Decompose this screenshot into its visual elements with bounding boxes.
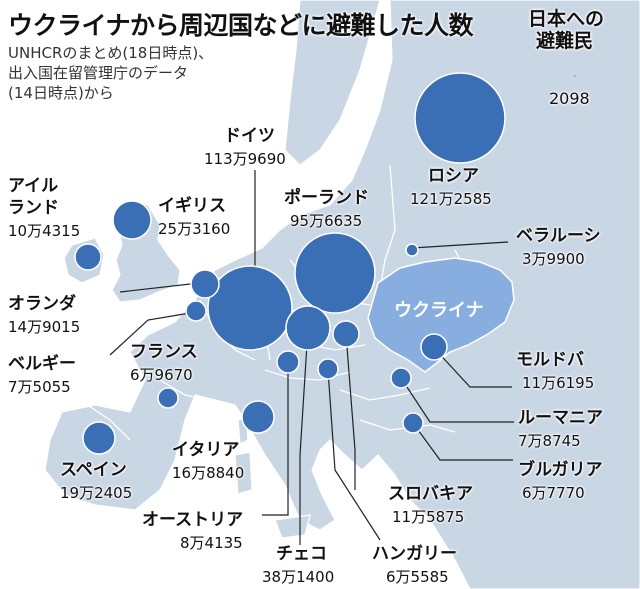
leader-czech bbox=[299, 327, 309, 545]
bubble-ireland bbox=[74, 243, 102, 271]
label-france-value: 6万9670 bbox=[130, 366, 193, 384]
leader-moldova bbox=[433, 347, 512, 388]
label-czech-value: 38万1400 bbox=[262, 568, 335, 586]
subtitle-line-2: 出入国在留管理庁のデータ bbox=[8, 64, 189, 82]
label-belgium-value: 7万5055 bbox=[8, 378, 71, 396]
label-romania-value: 7万8745 bbox=[518, 432, 581, 450]
label-russia-name: ロシア bbox=[428, 166, 479, 186]
ukraine-label: ウクライナ bbox=[394, 300, 484, 321]
label-russia-value: 121万2585 bbox=[410, 190, 492, 208]
bubble-romania bbox=[390, 367, 412, 389]
bubble-uk bbox=[112, 200, 152, 240]
scandinavia bbox=[284, 0, 381, 166]
label-czech-name: チェコ bbox=[276, 544, 327, 564]
label-bulgaria-value: 6万7770 bbox=[522, 484, 585, 502]
label-italy-name: イタリア bbox=[172, 440, 240, 460]
label-belgium-name: ベルギー bbox=[8, 354, 76, 374]
leader-belgium bbox=[109, 311, 197, 356]
label-germany-value: 113万9690 bbox=[204, 150, 286, 168]
bubble-hungary bbox=[317, 358, 339, 380]
label-ireland-name-1: アイル bbox=[8, 176, 59, 196]
leader-hungary bbox=[327, 369, 381, 541]
label-belarus-name: ベラルーシ bbox=[516, 226, 601, 246]
subtitle-line-3: (14日時点)から bbox=[8, 84, 114, 102]
leader-austria bbox=[262, 362, 289, 516]
label-italy-value: 16万8840 bbox=[172, 464, 245, 482]
japan-title-line-1: 日本への bbox=[528, 8, 605, 30]
label-belarus-value: 3万9900 bbox=[522, 250, 585, 268]
label-ireland-value: 10万4315 bbox=[8, 222, 81, 240]
label-germany-name: ドイツ bbox=[224, 126, 275, 146]
bubble-netherlands bbox=[190, 269, 220, 299]
label-spain-value: 19万2405 bbox=[60, 484, 133, 502]
japan-title-line-2: 避難民 bbox=[536, 30, 594, 52]
label-netherlands-name: オランダ bbox=[8, 294, 76, 314]
bubble-italy bbox=[241, 400, 275, 434]
label-slovakia-name: スロバキア bbox=[388, 484, 473, 504]
bubble-belgium bbox=[185, 300, 207, 322]
label-bulgaria-name: ブルガリア bbox=[518, 460, 603, 480]
label-romania-name: ルーマニア bbox=[518, 408, 603, 428]
bubble-slovakia bbox=[332, 320, 360, 348]
label-ireland-name-2: ランド bbox=[8, 198, 59, 218]
label-poland-name: ポーランド bbox=[284, 188, 369, 208]
japan-value: 2098 bbox=[549, 89, 590, 108]
label-austria-value: 8万4135 bbox=[180, 534, 243, 552]
label-moldova-value: 11万6195 bbox=[522, 374, 595, 392]
label-slovakia-value: 11万5875 bbox=[392, 508, 465, 526]
bubbles bbox=[74, 72, 506, 455]
bubble-belarus bbox=[405, 243, 419, 257]
label-spain-name: スペイン bbox=[60, 460, 127, 480]
bubble-austria bbox=[276, 350, 300, 374]
label-poland-value: 95万6635 bbox=[290, 212, 363, 230]
leader-romania bbox=[400, 377, 514, 423]
label-netherlands-value: 14万9015 bbox=[8, 318, 81, 336]
bubble-czech bbox=[285, 305, 331, 351]
label-uk-name: イギリス bbox=[158, 196, 226, 216]
label-austria-name: オーストリア bbox=[142, 510, 244, 530]
label-hungary-name: ハンガリー bbox=[372, 544, 457, 564]
label-moldova-name: モルドバ bbox=[516, 350, 584, 370]
label-france-name: フランス bbox=[130, 342, 198, 362]
leader-lines bbox=[109, 170, 514, 545]
label-hungary-value: 6万5585 bbox=[386, 568, 449, 586]
sicily bbox=[274, 514, 311, 539]
leader-bulgaria bbox=[412, 422, 513, 461]
ukraine-region bbox=[367, 257, 515, 373]
japan-dot: · bbox=[573, 69, 577, 83]
leader-belarus bbox=[411, 241, 509, 249]
sardinia bbox=[234, 451, 253, 495]
chart-title: ウクライナから周辺国などに避難した人数 bbox=[8, 11, 474, 40]
label-uk-value: 25万3160 bbox=[158, 220, 231, 238]
bubble-poland bbox=[294, 232, 376, 314]
leader-slovakia bbox=[345, 333, 356, 490]
bubble-russia bbox=[414, 72, 506, 164]
bubble-germany bbox=[207, 265, 293, 351]
bubble-bulgaria bbox=[402, 412, 424, 434]
bubble-spain bbox=[82, 421, 116, 455]
bubble-france bbox=[157, 387, 179, 409]
bubble-moldova bbox=[420, 333, 448, 361]
subtitle-line-1: UNHCRのまとめ(18日時点)、 bbox=[8, 44, 214, 62]
